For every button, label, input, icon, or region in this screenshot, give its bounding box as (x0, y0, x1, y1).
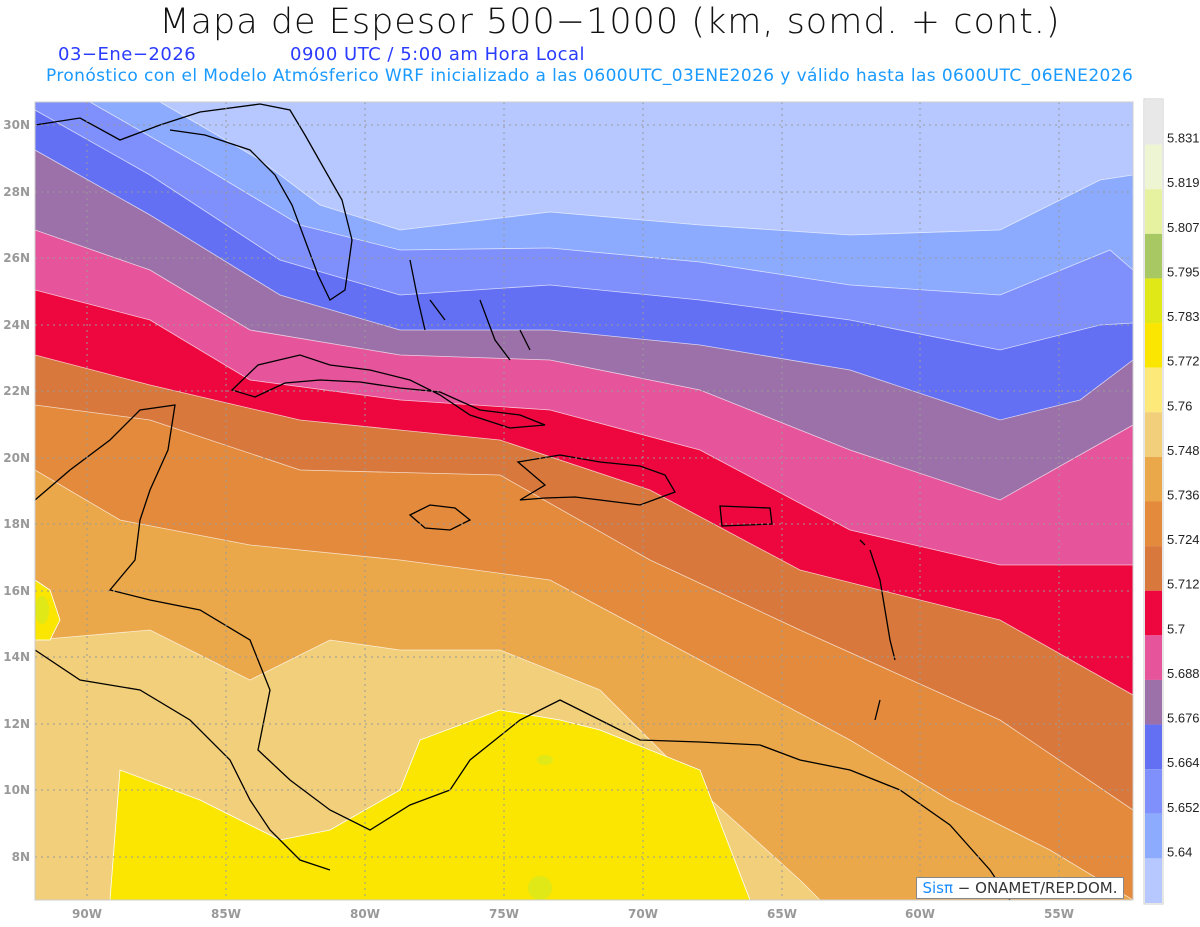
map-title: Mapa de Espesor 500−1000 (km, somd. + co… (159, 2, 1061, 42)
colorbar-swatch (1145, 635, 1162, 680)
lat-label: 30N (3, 118, 30, 132)
lat-label: 8N (12, 850, 30, 864)
lon-label: 80W (350, 907, 380, 921)
colorbar-swatch (1145, 679, 1162, 725)
colorbar-label: 5.688 (1167, 666, 1200, 681)
colorbar-label: 5.772 (1167, 354, 1200, 369)
colorbar-swatch (1145, 769, 1162, 814)
axis-labels: 90W 85W 80W 75W 70W 65W 60W 55W 30N 28N 26N 24N 22N 2… (3, 118, 1074, 921)
colorbar-label: 5.831 (1167, 131, 1200, 146)
coast-cuba (230, 354, 546, 429)
lat-label: 16N (3, 584, 30, 598)
lat-label: 10N (3, 783, 30, 797)
colorbar-swatch (1145, 813, 1162, 859)
credit-text: − ONAMET/REP.DOM. (957, 879, 1118, 897)
lat-label: 18N (3, 517, 30, 531)
lat-label: 28N (3, 185, 30, 199)
lat-label: 20N (3, 451, 30, 465)
lon-label: 60W (905, 907, 935, 921)
lon-label: 85W (211, 907, 241, 921)
lon-label: 55W (1044, 907, 1074, 921)
graticule (35, 102, 1133, 900)
band-5.783 (537, 755, 553, 765)
lat-label: 22N (3, 384, 30, 398)
colorbar-label: 5.819 (1167, 175, 1200, 190)
colorbar-swatch (1145, 501, 1162, 547)
colorbar: 5.831 5.819 5.807 5.795 5.783 5.772 5.76 5.748 5… (1143, 98, 1200, 905)
colorbar-label: 5.724 (1167, 532, 1200, 547)
band-5.783 (35, 596, 49, 624)
colorbar-label: 5.676 (1167, 711, 1200, 726)
forecast-time: 0900 UTC / 5:00 am Hora Local (290, 44, 586, 65)
lon-label: 70W (628, 907, 658, 921)
colorbar-label: 5.64 (1167, 844, 1192, 859)
coast-florida (35, 103, 353, 301)
colorbar-label: 5.76 (1167, 398, 1192, 413)
coast-puerto-rico (719, 505, 773, 527)
colorbar-label: 5.748 (1167, 443, 1200, 458)
band-5.783 (528, 876, 552, 900)
colorbar-swatch (1145, 233, 1162, 279)
colorbar-swatch (1145, 724, 1162, 770)
band-5.772 (109, 709, 751, 900)
forecast-info: Pronóstico con el Modelo Atmósferico WRF… (46, 66, 1134, 86)
colorbar-frame (1143, 98, 1164, 905)
coastlines (35, 103, 1011, 900)
lat-label: 14N (3, 650, 30, 664)
colorbar-label: 5.712 (1167, 577, 1200, 592)
lat-label: 24N (3, 318, 30, 332)
credit-brand: Sisπ (922, 879, 954, 897)
lon-label: 65W (767, 907, 797, 921)
colorbar-swatch (1145, 323, 1162, 368)
colorbar-swatch (1145, 590, 1162, 636)
colorbar-swatch (1145, 858, 1162, 903)
colorbar-swatch (1145, 144, 1162, 190)
colorbar-swatch (1145, 278, 1162, 324)
colorbar-swatch (1145, 189, 1162, 234)
coast-hispaniola (516, 454, 676, 506)
colorbar-label: 5.652 (1167, 800, 1200, 815)
colorbar-swatch (1145, 456, 1162, 502)
map-frame (34, 101, 1134, 901)
coast-pacific (35, 649, 331, 871)
lon-label: 75W (489, 907, 519, 921)
colorbar-swatch (1145, 367, 1162, 413)
colorbar-label: 5.783 (1167, 309, 1200, 324)
credit-box: Sisπ − ONAMET/REP.DOM. (916, 877, 1124, 899)
coast-lesser-antilles (859, 539, 896, 721)
colorbar-label: 5.664 (1167, 755, 1200, 770)
coast-bahamas (409, 259, 531, 361)
colorbar-swatch (1145, 100, 1162, 145)
colorbar-label: 5.807 (1167, 220, 1200, 235)
colorbar-label: 5.736 (1167, 488, 1200, 503)
band-5.64 (35, 102, 1133, 235)
lat-label: 12N (3, 717, 30, 731)
coast-central-america (35, 404, 451, 831)
colorbar-label: 5.795 (1167, 264, 1200, 279)
coast-south-america (449, 699, 1011, 900)
lat-label: 26N (3, 251, 30, 265)
lon-label: 90W (72, 907, 102, 921)
coast-jamaica (408, 504, 472, 531)
colorbar-swatch (1145, 412, 1162, 457)
forecast-date: 03−Ene−2026 (58, 44, 197, 65)
colorbar-label: 5.7 (1167, 621, 1185, 636)
thickness-bands (35, 102, 1133, 900)
colorbar-swatch (1145, 546, 1162, 591)
